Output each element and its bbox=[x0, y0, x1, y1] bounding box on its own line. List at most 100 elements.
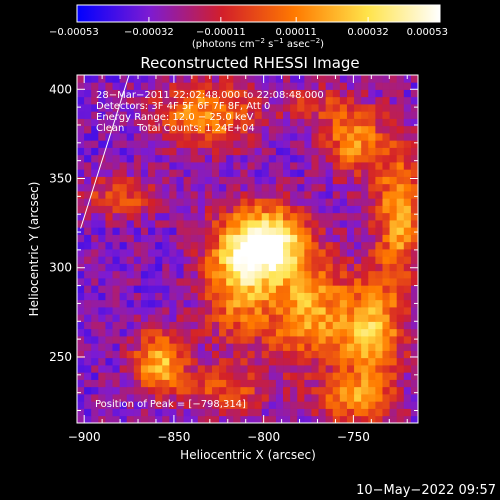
heatmap-cell bbox=[112, 104, 121, 112]
heatmap-cell bbox=[197, 256, 206, 264]
heatmap-cell bbox=[197, 365, 206, 373]
heatmap-cell bbox=[332, 133, 341, 141]
heatmap-cell bbox=[290, 372, 298, 380]
heatmap-cell bbox=[176, 162, 184, 170]
heatmap-cell bbox=[119, 336, 128, 344]
heatmap-cell bbox=[261, 379, 270, 388]
heatmap-cell bbox=[368, 169, 376, 177]
heatmap-cell bbox=[297, 365, 305, 373]
heatmap-cell bbox=[162, 285, 170, 293]
heatmap-cell bbox=[226, 328, 234, 337]
heatmap-cell bbox=[140, 336, 149, 344]
heatmap-cell bbox=[204, 96, 213, 105]
heatmap-cell bbox=[91, 263, 99, 272]
heatmap-cell bbox=[382, 307, 390, 315]
heatmap-cell bbox=[219, 125, 227, 134]
heatmap-cell bbox=[254, 372, 263, 380]
heatmap-cell bbox=[325, 191, 334, 199]
heatmap-cell bbox=[368, 256, 376, 264]
heatmap-cell bbox=[233, 212, 241, 221]
heatmap-cell bbox=[162, 401, 170, 409]
heatmap-cell bbox=[261, 343, 270, 351]
heatmap-cell bbox=[112, 379, 121, 388]
heatmap-cell bbox=[140, 307, 149, 315]
heatmap-cell bbox=[176, 241, 184, 250]
heatmap-cell bbox=[190, 415, 199, 423]
heatmap-cell bbox=[389, 89, 398, 98]
heatmap-cell bbox=[339, 220, 348, 228]
heatmap-cell bbox=[169, 118, 177, 127]
heatmap-cell bbox=[98, 227, 106, 235]
heatmap-cell bbox=[162, 75, 170, 83]
heatmap-cell bbox=[126, 386, 135, 395]
heatmap-cell bbox=[368, 299, 376, 308]
heatmap-cell bbox=[219, 154, 227, 163]
heatmap-cell bbox=[77, 350, 85, 359]
heatmap-cell bbox=[140, 263, 149, 272]
colorbar-tick-label: 0.00032 bbox=[347, 27, 388, 38]
heatmap-cell bbox=[268, 162, 277, 170]
heatmap-cell bbox=[190, 212, 199, 221]
heatmap-cell bbox=[332, 372, 341, 380]
heatmap-cell bbox=[112, 408, 121, 417]
heatmap-cell bbox=[247, 415, 255, 423]
heatmap-cell bbox=[98, 104, 106, 112]
heatmap-cell bbox=[254, 104, 263, 112]
heatmap-cell bbox=[410, 198, 418, 206]
heatmap-cell bbox=[368, 154, 376, 163]
heatmap-cell bbox=[403, 104, 412, 112]
heatmap-cell bbox=[261, 241, 270, 250]
heatmap-cell bbox=[354, 379, 362, 388]
heatmap-cell bbox=[275, 350, 284, 359]
heatmap-cell bbox=[354, 321, 362, 330]
heatmap-cell bbox=[155, 241, 163, 250]
heatmap-cell bbox=[311, 241, 319, 250]
heatmap-cell bbox=[410, 321, 418, 330]
heatmap-cell bbox=[346, 408, 355, 417]
heatmap-cell bbox=[204, 263, 213, 272]
heatmap-cell bbox=[361, 321, 369, 330]
heatmap-cell bbox=[325, 169, 334, 177]
heatmap-cell bbox=[148, 278, 156, 286]
heatmap-cell bbox=[389, 111, 398, 119]
heatmap-cell bbox=[162, 220, 170, 228]
heatmap-cell bbox=[247, 321, 255, 330]
heatmap-cell bbox=[339, 249, 348, 257]
heatmap-cell bbox=[396, 415, 405, 423]
heatmap-cell bbox=[119, 285, 128, 293]
heatmap-cell bbox=[325, 328, 334, 337]
heatmap-cell bbox=[403, 285, 412, 293]
heatmap-cell bbox=[339, 408, 348, 417]
heatmap-cell bbox=[375, 241, 383, 250]
heatmap-cell bbox=[98, 372, 106, 380]
heatmap-cell bbox=[140, 365, 149, 373]
heatmap-cell bbox=[190, 278, 199, 286]
heatmap-cell bbox=[339, 227, 348, 235]
heatmap-cell bbox=[240, 278, 248, 286]
heatmap-cell bbox=[290, 75, 298, 83]
heatmap-cell bbox=[410, 372, 418, 380]
heatmap-cell bbox=[240, 82, 248, 90]
heatmap-cell bbox=[339, 256, 348, 264]
heatmap-cell bbox=[140, 321, 149, 330]
heatmap-cell bbox=[410, 343, 418, 351]
heatmap-cell bbox=[361, 307, 369, 315]
heatmap-cell bbox=[126, 321, 135, 330]
heatmap-cell bbox=[204, 212, 213, 221]
heatmap-cell bbox=[84, 350, 92, 359]
heatmap-cell bbox=[98, 408, 106, 417]
heatmap-cell bbox=[140, 241, 149, 250]
heatmap-cell bbox=[290, 220, 298, 228]
heatmap-cell bbox=[275, 285, 284, 293]
heatmap-cell bbox=[382, 386, 390, 395]
heatmap-cell bbox=[204, 415, 213, 423]
heatmap-cell bbox=[382, 285, 390, 293]
heatmap-cell bbox=[197, 154, 206, 163]
heatmap-cell bbox=[339, 140, 348, 148]
heatmap-cell bbox=[77, 336, 85, 344]
heatmap-cell bbox=[91, 394, 99, 402]
heatmap-cell bbox=[382, 372, 390, 380]
heatmap-cell bbox=[98, 183, 106, 192]
heatmap-cell bbox=[169, 198, 177, 206]
heatmap-cell bbox=[268, 183, 277, 192]
